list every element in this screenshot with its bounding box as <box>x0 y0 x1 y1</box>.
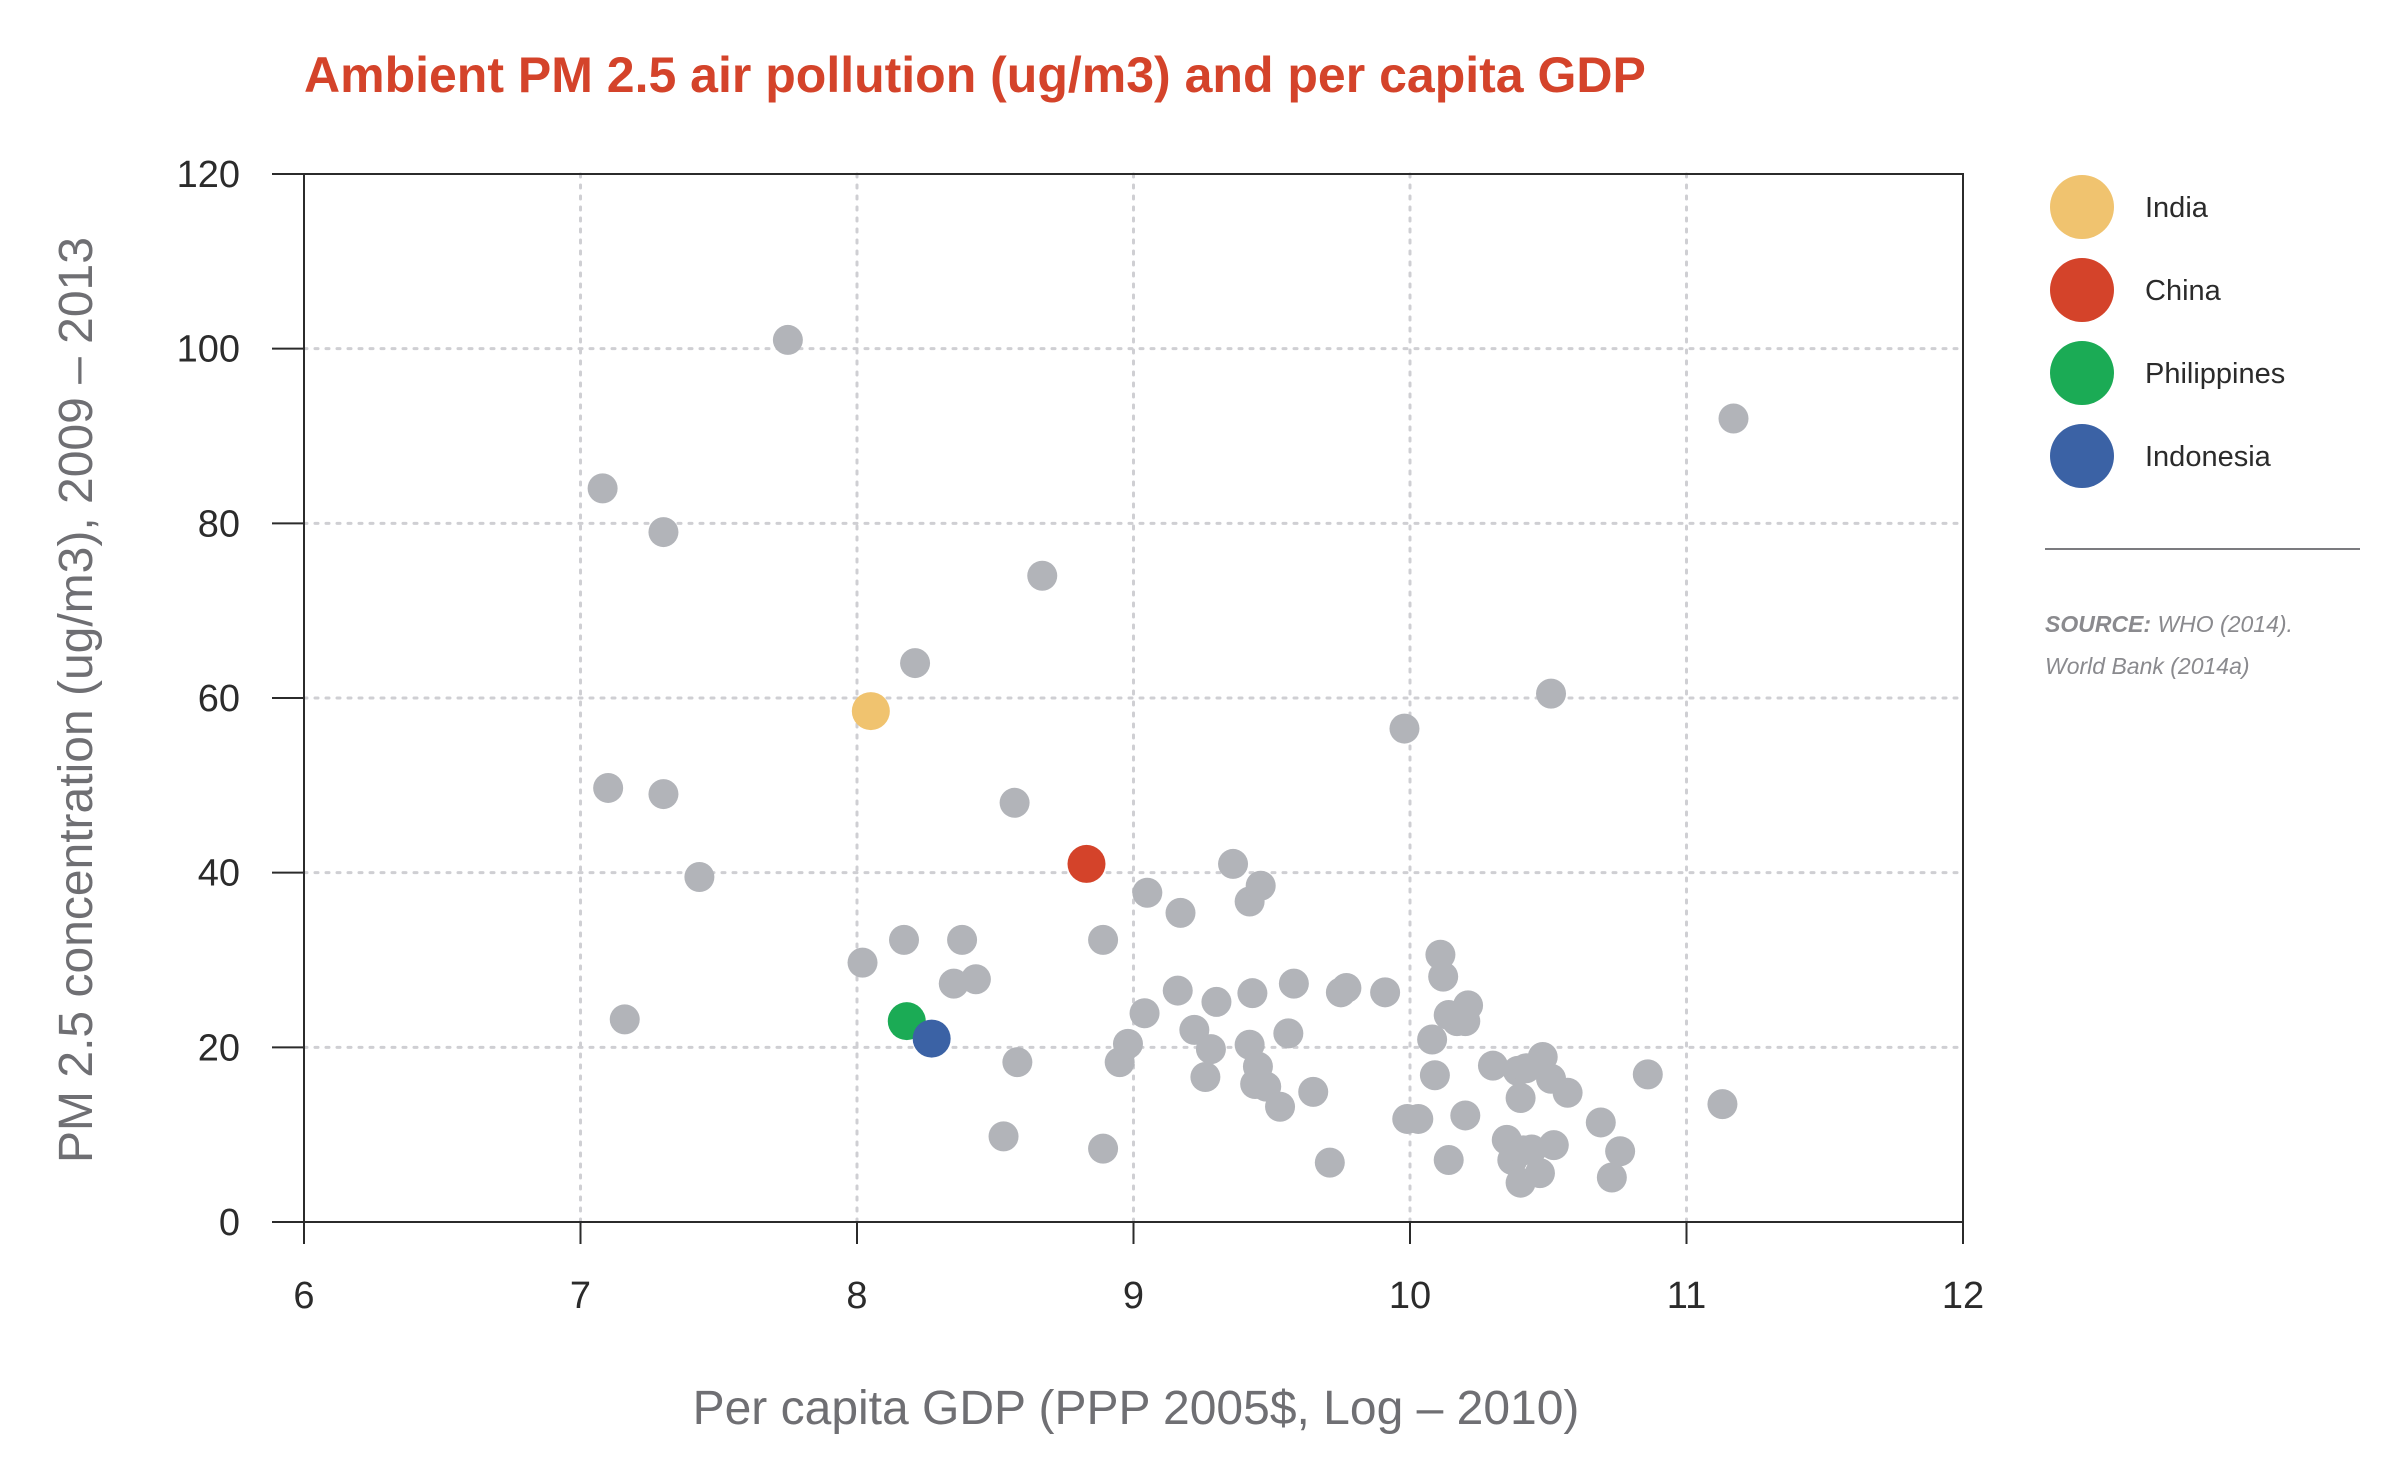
data-point-other <box>772 324 803 355</box>
legend-item-india: India <box>2050 175 2209 239</box>
data-point-other <box>1088 924 1119 955</box>
data-point-other <box>1132 877 1163 908</box>
data-point-other <box>1707 1089 1738 1120</box>
y-tick-label: 0 <box>219 1202 240 1244</box>
data-point-other <box>593 772 624 803</box>
legend-label: China <box>2145 275 2222 307</box>
grid-lines <box>302 172 1965 1224</box>
data-point-other <box>1585 1107 1616 1138</box>
y-tick-label: 40 <box>198 853 240 895</box>
y-axis-title: PM 2.5 concentration (ug/m3), 2009 – 201… <box>50 237 103 1163</box>
data-point-other <box>1190 1062 1221 1093</box>
data-point-other <box>1027 560 1058 591</box>
legend-label: Philippines <box>2145 358 2285 390</box>
data-point-other <box>1428 961 1459 992</box>
data-point-other <box>1417 1024 1448 1055</box>
data-point-other <box>1596 1162 1627 1193</box>
data-point-other <box>889 924 920 955</box>
data-point-other <box>684 862 715 893</box>
data-point-other <box>1425 939 1456 970</box>
legend-swatch <box>2050 258 2114 322</box>
x-axis-title: Per capita GDP (PPP 2005$, Log – 2010) <box>693 1382 1580 1435</box>
data-point-other <box>609 1004 640 1035</box>
data-point-other <box>947 924 978 955</box>
x-tick-label: 9 <box>1123 1275 1144 1317</box>
y-tick-label: 100 <box>177 329 240 371</box>
data-point-other <box>1002 1047 1033 1078</box>
data-point-other <box>900 648 931 679</box>
legend-label: Indonesia <box>2145 441 2272 473</box>
data-point-other <box>1453 990 1484 1021</box>
data-point-china <box>1067 844 1106 883</box>
legend-swatch <box>2050 424 2114 488</box>
x-tick-label: 12 <box>1942 1275 1984 1317</box>
data-point-other <box>1370 977 1401 1008</box>
legend-item-china: China <box>2050 258 2222 322</box>
legend-item-philippines: Philippines <box>2050 341 2285 405</box>
x-tick-label: 8 <box>846 1275 867 1317</box>
data-point-other <box>1433 1144 1464 1175</box>
data-point-other <box>1419 1060 1450 1091</box>
data-point-other <box>1245 870 1276 901</box>
data-point-other <box>1265 1091 1296 1122</box>
source-note-line1: SOURCE: WHO (2014). <box>2045 611 2293 637</box>
data-point-india <box>851 692 890 731</box>
x-tick-label: 7 <box>570 1275 591 1317</box>
source-label: SOURCE: <box>2045 611 2151 637</box>
legend-item-indonesia: Indonesia <box>2050 424 2272 488</box>
data-point-other <box>1298 1076 1329 1107</box>
legend-swatch <box>2050 341 2114 405</box>
data-point-other <box>1112 1028 1143 1059</box>
data-point-other <box>1403 1103 1434 1134</box>
data-point-other <box>648 517 679 548</box>
legend-label: India <box>2145 192 2209 224</box>
data-point-other <box>1718 403 1749 434</box>
data-point-other <box>1201 986 1232 1017</box>
data-point-other <box>847 947 878 978</box>
data-point-other <box>1237 978 1268 1009</box>
source-line1: WHO (2014). <box>2151 611 2293 637</box>
data-point-other <box>1331 972 1362 1003</box>
data-point-other <box>1278 968 1309 999</box>
data-points <box>587 324 1749 1198</box>
data-point-other <box>1450 1100 1481 1131</box>
data-point-other <box>1389 713 1420 744</box>
data-point-other <box>1477 1050 1508 1081</box>
data-point-indonesia <box>912 1019 951 1058</box>
data-point-other <box>1538 1130 1569 1161</box>
y-tick-label: 120 <box>177 154 240 196</box>
x-tick-label: 11 <box>1667 1275 1706 1317</box>
data-point-other <box>1273 1018 1304 1049</box>
x-tick-label: 10 <box>1389 1275 1431 1317</box>
legend: India China Philippines Indonesia <box>2050 175 2285 488</box>
data-point-other <box>648 779 679 810</box>
data-point-other <box>1632 1059 1663 1090</box>
data-point-other <box>1505 1167 1536 1198</box>
data-point-other <box>1088 1133 1119 1164</box>
data-point-other <box>1505 1082 1536 1113</box>
data-point-other <box>1195 1034 1226 1065</box>
data-point-other <box>1162 975 1193 1006</box>
data-point-other <box>587 473 618 504</box>
data-point-other <box>988 1121 1019 1152</box>
legend-swatch <box>2050 175 2114 239</box>
data-point-other <box>1314 1147 1345 1178</box>
y-tick-label: 80 <box>198 503 240 545</box>
chart-title: Ambient PM 2.5 air pollution (ug/m3) and… <box>304 47 1646 103</box>
data-point-other <box>1536 678 1567 709</box>
y-tick-label: 20 <box>198 1027 240 1069</box>
x-tick-label: 6 <box>293 1275 314 1317</box>
data-point-other <box>999 787 1030 818</box>
data-point-other <box>960 964 991 995</box>
data-point-other <box>1129 998 1160 1029</box>
y-tick-label: 60 <box>198 678 240 720</box>
source-note-line2: World Bank (2014a) <box>2045 653 2250 679</box>
data-point-other <box>1552 1077 1583 1108</box>
data-point-other <box>1218 848 1249 879</box>
data-point-other <box>1605 1136 1636 1167</box>
data-point-other <box>1165 897 1196 928</box>
